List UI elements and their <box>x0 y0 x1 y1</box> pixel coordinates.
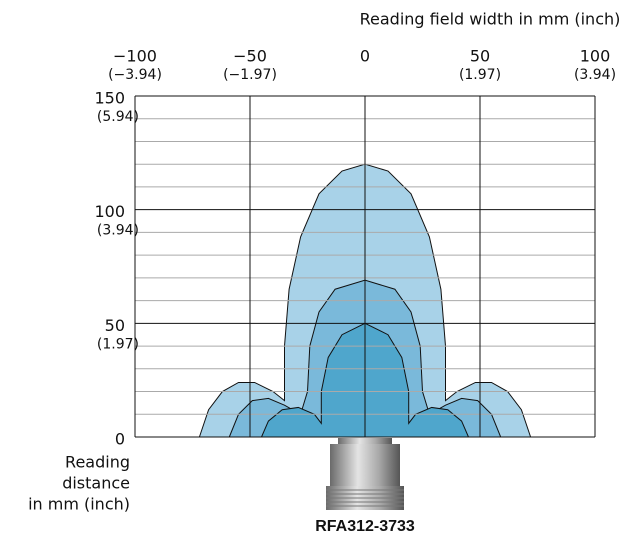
y-tick-inch: (5.94) <box>97 109 139 125</box>
x-tick-inch: (−3.94) <box>108 67 162 83</box>
x-tick-inch: (1.97) <box>459 67 501 83</box>
x-tick-label: −50 <box>233 47 267 66</box>
y-tick-inch: (3.94) <box>97 223 139 239</box>
y-tick-label: 150 <box>94 89 125 108</box>
y-axis-label: Reading <box>65 453 130 472</box>
y-axis-label: distance <box>62 474 130 493</box>
x-tick-inch: (−1.97) <box>223 67 277 83</box>
x-tick-label: 0 <box>360 47 370 66</box>
x-tick-inch: (3.94) <box>574 67 616 83</box>
y-tick-inch: (1.97) <box>97 336 139 352</box>
chart-title: Reading field width in mm (inch) <box>360 10 621 29</box>
x-tick-label: −100 <box>113 47 157 66</box>
y-tick-label: 50 <box>105 316 125 335</box>
sensor <box>326 438 404 510</box>
y-axis-label: in mm (inch) <box>28 495 130 514</box>
x-tick-label: 50 <box>470 47 490 66</box>
sensor-label: RFA312-3733 <box>315 518 415 535</box>
x-tick-label: 100 <box>580 47 611 66</box>
y-tick-label: 0 <box>115 430 125 449</box>
y-tick-label: 100 <box>94 202 125 221</box>
